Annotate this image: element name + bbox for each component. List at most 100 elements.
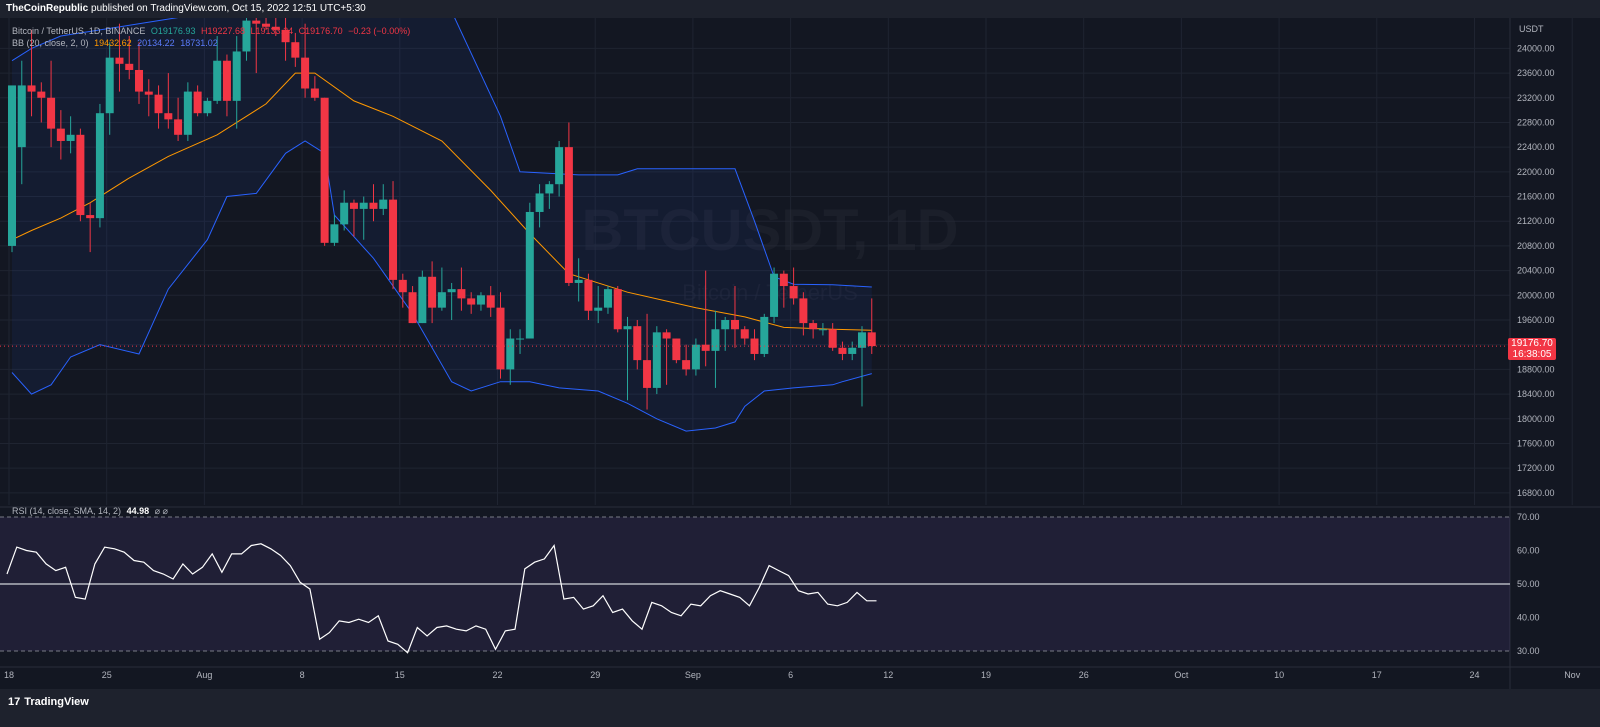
bb-basis-value: 19432.62 bbox=[94, 38, 132, 48]
candle-body bbox=[760, 316, 769, 354]
time-tick-label: Sep bbox=[685, 670, 701, 680]
candle-body bbox=[340, 202, 349, 225]
candle-body bbox=[281, 29, 290, 43]
candle-body bbox=[115, 57, 124, 64]
candle-body bbox=[154, 94, 163, 114]
candle-body bbox=[37, 91, 46, 98]
price-axis-currency: USDT bbox=[1519, 24, 1544, 34]
rsi-tick-label: 30.00 bbox=[1517, 646, 1540, 656]
candle-body bbox=[193, 91, 202, 114]
rsi-tick-label: 40.00 bbox=[1517, 613, 1540, 623]
candle-body bbox=[262, 23, 271, 27]
watermark-symbol: BTCUSDT, 1D bbox=[581, 198, 958, 263]
last-price-value: 19176.70 bbox=[1511, 338, 1553, 350]
candle-body bbox=[643, 360, 652, 388]
candle-body bbox=[672, 338, 681, 361]
candle-body bbox=[740, 329, 749, 339]
time-tick-label: 18 bbox=[4, 670, 14, 680]
candle-body bbox=[828, 329, 837, 348]
candle-body bbox=[711, 329, 720, 351]
price-tick-label: 17600.00 bbox=[1517, 438, 1555, 448]
publisher-name: TheCoinRepublic bbox=[6, 3, 89, 14]
candle-body bbox=[525, 211, 534, 339]
candle-body bbox=[555, 147, 564, 185]
price-tick-label: 20000.00 bbox=[1517, 290, 1555, 300]
candle-body bbox=[633, 326, 642, 361]
candle-body bbox=[203, 100, 212, 114]
rsi-axis[interactable]: 30.00 40.00 50.00 60.00 70.00 bbox=[1517, 512, 1540, 656]
ohlc-low: L19133.24 bbox=[250, 26, 294, 36]
time-tick-label: 29 bbox=[590, 670, 600, 680]
candle-body bbox=[418, 276, 427, 324]
time-tick-label: 15 bbox=[395, 670, 405, 680]
price-tick-label: 22800.00 bbox=[1517, 117, 1555, 127]
time-tick-label: 24 bbox=[1469, 670, 1479, 680]
candle-body bbox=[330, 224, 339, 243]
time-tick-label: 25 bbox=[102, 670, 112, 680]
candle-body bbox=[47, 97, 56, 129]
bb-basis-line bbox=[11, 72, 872, 331]
time-tick-label: 6 bbox=[788, 670, 793, 680]
price-tick-label: 20800.00 bbox=[1517, 241, 1555, 251]
bb-fill bbox=[12, 0, 872, 432]
time-tick-label: Oct bbox=[1174, 670, 1189, 680]
price-tick-label: 22400.00 bbox=[1517, 142, 1555, 152]
candle-body bbox=[496, 307, 505, 370]
rsi-tick-label: 70.00 bbox=[1517, 512, 1540, 522]
price-tick-label: 23200.00 bbox=[1517, 93, 1555, 103]
candle-body bbox=[799, 298, 808, 324]
candle-body bbox=[183, 91, 192, 135]
price-tick-label: 21200.00 bbox=[1517, 216, 1555, 226]
candle-body bbox=[174, 119, 183, 135]
ohlc-high: H19227.68 bbox=[200, 26, 246, 36]
candle-body bbox=[809, 323, 818, 330]
candle-body bbox=[242, 20, 251, 52]
time-tick-label: 22 bbox=[492, 670, 502, 680]
candle-body bbox=[467, 298, 476, 305]
rsi-tick-label: 50.00 bbox=[1517, 579, 1540, 589]
candle-body bbox=[818, 329, 827, 331]
candle-body bbox=[437, 292, 446, 308]
rsi-pane bbox=[0, 516, 1510, 654]
tradingview-logo[interactable]: 17 TradingView bbox=[8, 696, 89, 708]
candle-body bbox=[144, 91, 153, 95]
candle-body bbox=[95, 113, 104, 219]
candle-body bbox=[779, 273, 788, 287]
candle-body bbox=[848, 347, 857, 354]
candle-body bbox=[291, 42, 300, 58]
price-axis[interactable]: 16800.00 17200.00 17600.00 18000.00 18400.00… bbox=[1517, 43, 1555, 497]
bb-legend[interactable]: BB (20, close, 2, 0) 19432.62 20134.22 1… bbox=[12, 37, 218, 49]
price-tick-label: 21600.00 bbox=[1517, 192, 1555, 202]
tradingview-logo-icon: 17 bbox=[8, 696, 21, 708]
candle-body bbox=[447, 289, 456, 293]
candle-body bbox=[564, 147, 573, 283]
candle-body bbox=[252, 20, 261, 24]
rsi-label: RSI (14, close, SMA, 14, 2) bbox=[12, 506, 122, 516]
candle-body bbox=[701, 344, 710, 351]
candle-body bbox=[17, 85, 26, 148]
time-tick-label: 19 bbox=[981, 670, 991, 680]
grid-lines bbox=[0, 18, 1600, 689]
symbol-legend[interactable]: Bitcoin / TetherUS, 1D, BINANCE O19176.9… bbox=[12, 25, 410, 37]
bb-label: BB (20, close, 2, 0) bbox=[12, 38, 89, 48]
candle-body bbox=[8, 85, 16, 246]
candle-body bbox=[125, 63, 134, 70]
candle-body bbox=[232, 51, 241, 101]
candle-body bbox=[770, 273, 779, 317]
candle-body bbox=[857, 332, 866, 348]
candle-body bbox=[486, 295, 495, 308]
candle-body bbox=[86, 215, 95, 219]
candle-body bbox=[750, 338, 759, 354]
price-tick-label: 18800.00 bbox=[1517, 364, 1555, 374]
time-axis[interactable]: 1825Aug8152229Sep6121926Oct101724Nov7 bbox=[0, 666, 1600, 680]
bb-lower-value: 18731.02 bbox=[180, 38, 218, 48]
candle-body bbox=[838, 347, 847, 354]
candle-body bbox=[105, 57, 114, 114]
candle-body bbox=[603, 289, 612, 308]
candle-body bbox=[76, 134, 85, 216]
candle-body bbox=[389, 199, 398, 280]
published-text: published on TradingView.com, Oct 15, 20… bbox=[91, 3, 366, 14]
rsi-legend[interactable]: RSI (14, close, SMA, 14, 2) 44.98 ⌀ ⌀ bbox=[12, 505, 168, 517]
candle-body bbox=[320, 97, 329, 243]
